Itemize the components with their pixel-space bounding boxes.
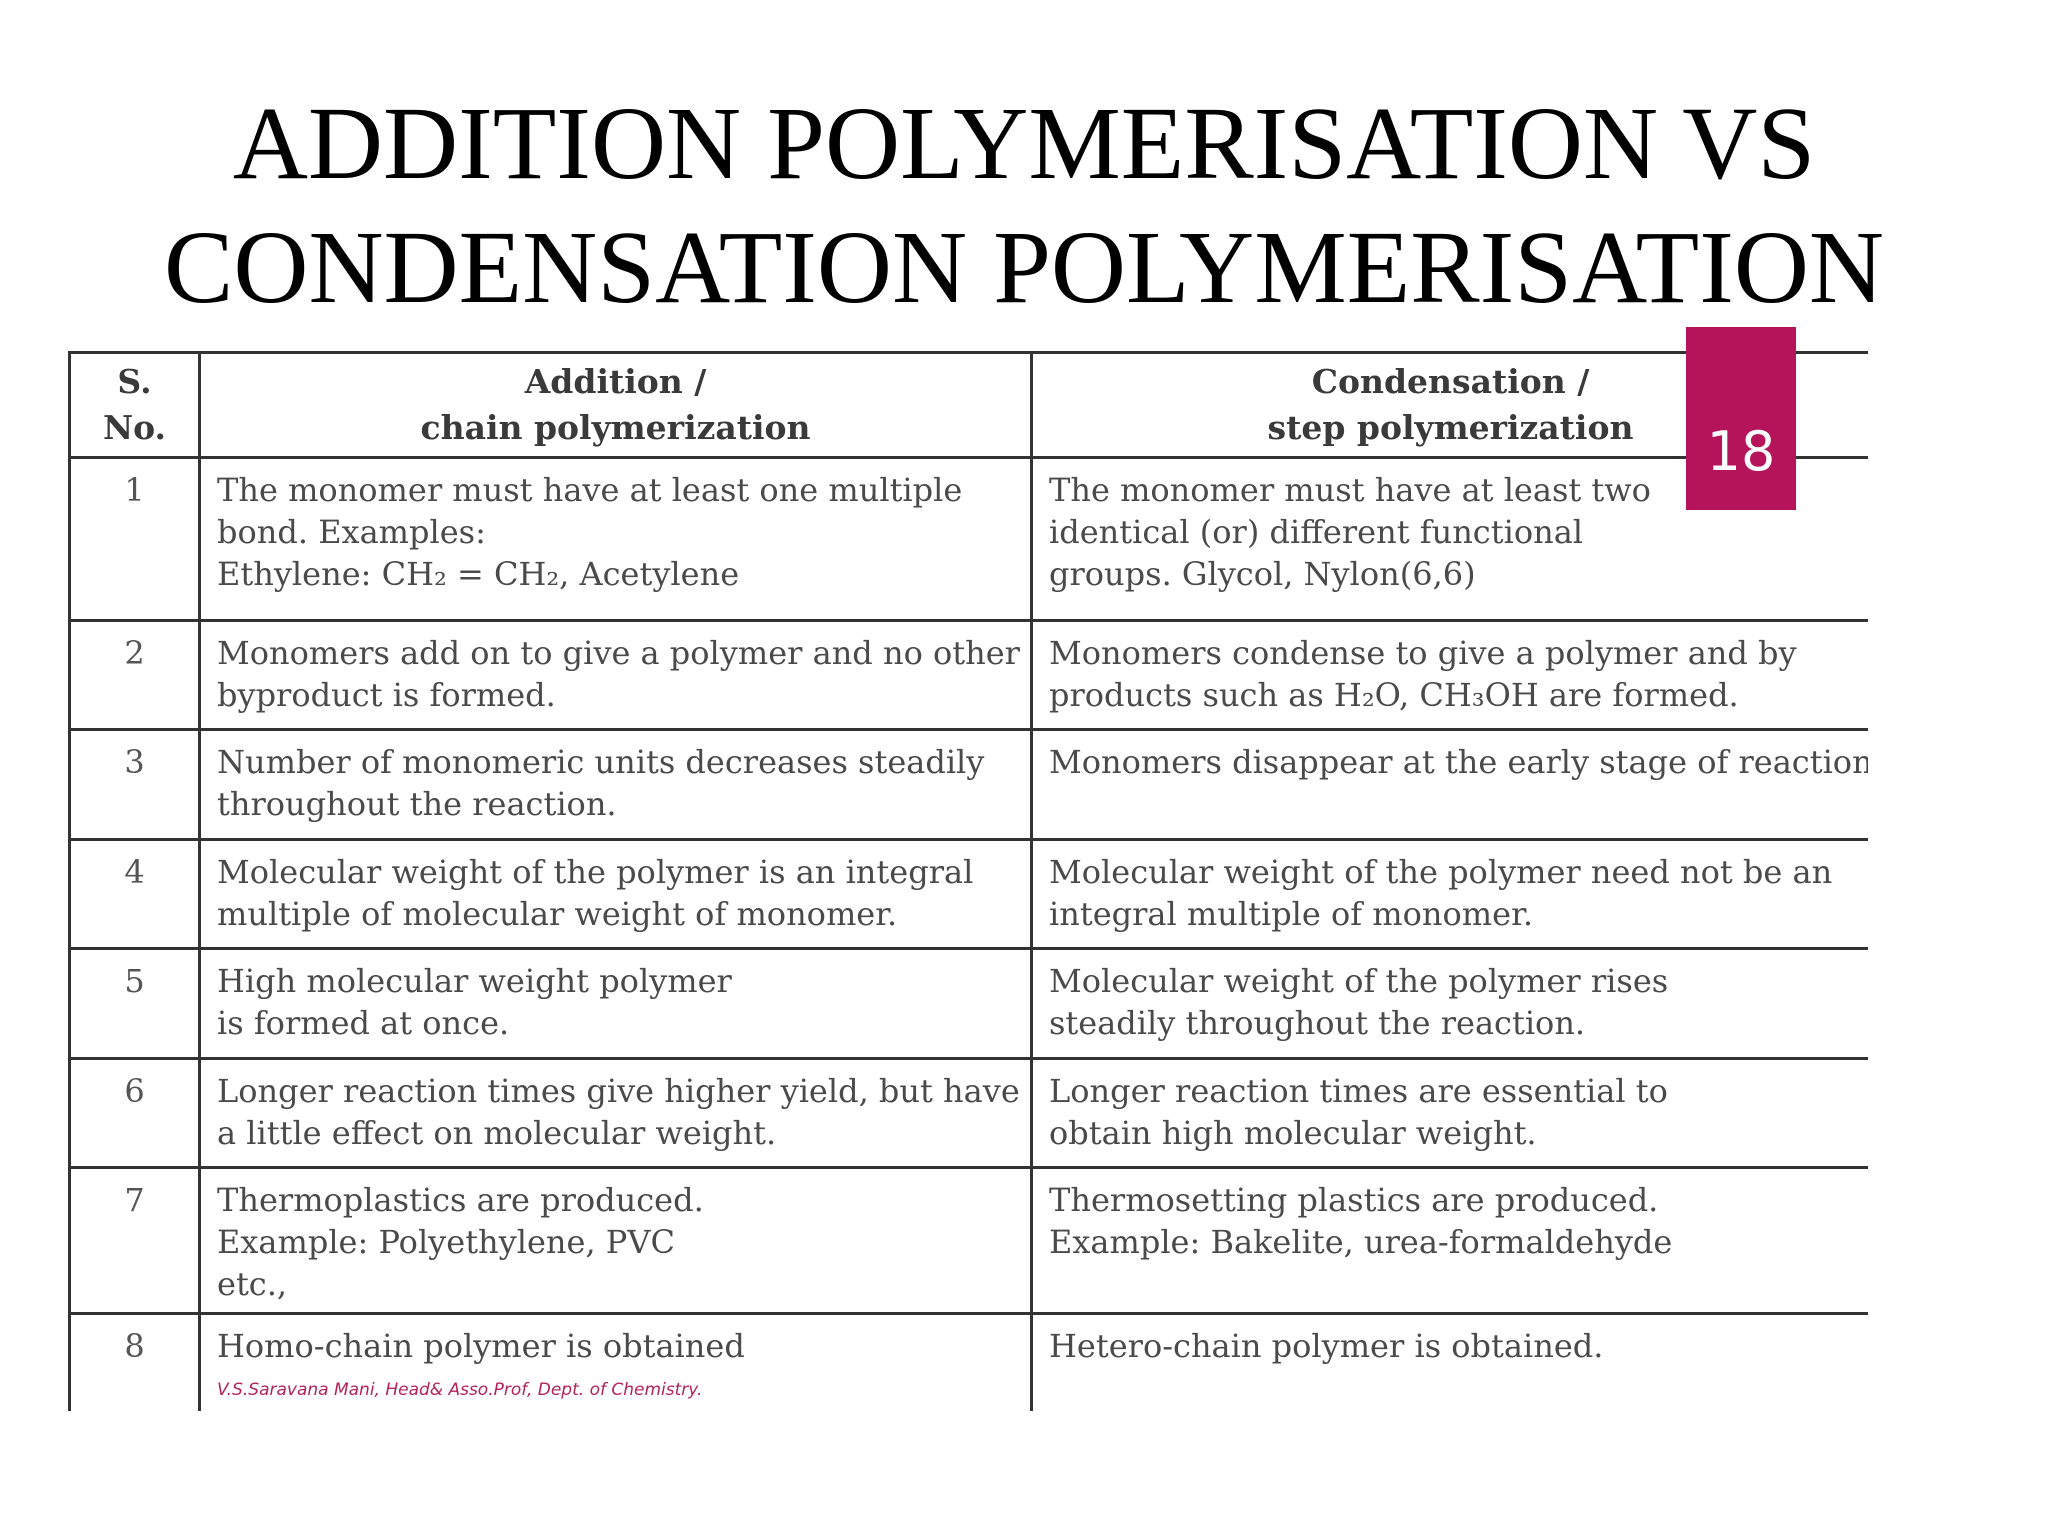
page-number: 18 [1706,420,1776,483]
addition-cell: Thermoplastics are produced. Example: Po… [198,1166,1033,1315]
table-row: 8 Homo-chain polymer is obtained V.S.Sar… [68,1312,1868,1411]
table-row: 2 Monomers add on to give a polymer and … [68,619,1868,731]
row-number: 4 [68,838,201,950]
table-row: 3 Number of monomeric units decreases st… [68,728,1868,841]
table-row: 1 The monomer must have at least one mul… [68,456,1868,622]
row-number: 1 [68,456,201,622]
page-number-badge: 18 [1686,327,1796,510]
condensation-cell: Molecular weight of the polymer rises st… [1030,947,1868,1060]
table-header-row: S. No. Addition / chain polymerization C… [68,351,1868,459]
slide-title: ADDITION POLYMERISATION VS CONDENSATION … [0,82,2048,330]
condensation-cell: Molecular weight of the polymer need not… [1030,838,1868,950]
slide-title-line-1: ADDITION POLYMERISATION VS [232,86,1816,201]
row-number: 5 [68,947,201,1060]
table-row: 4 Molecular weight of the polymer is an … [68,838,1868,950]
addition-cell: High molecular weight polymer is formed … [198,947,1033,1060]
row-number: 7 [68,1166,201,1315]
addition-cell: Molecular weight of the polymer is an in… [198,838,1033,950]
row-number: 3 [68,728,201,841]
addition-cell: Homo-chain polymer is obtained V.S.Sarav… [198,1312,1033,1411]
row-number: 8 [68,1312,201,1411]
comparison-table: S. No. Addition / chain polymerization C… [68,351,1868,1411]
condensation-cell: Thermosetting plastics are produced. Exa… [1030,1166,1868,1315]
row-number: 2 [68,619,201,731]
condensation-cell: Monomers disappear at the early stage of… [1030,728,1868,841]
header-sno: S. No. [68,351,201,459]
addition-cell: The monomer must have at least one multi… [198,456,1033,622]
comparison-table-image: S. No. Addition / chain polymerization C… [68,351,1868,1411]
table-crop-edge [68,1411,1868,1536]
table-row: 5 High molecular weight polymer is forme… [68,947,1868,1060]
header-addition: Addition / chain polymerization [198,351,1033,459]
slide-title-line-2: CONDENSATION POLYMERISATION [163,210,1885,325]
addition-cell: Monomers add on to give a polymer and no… [198,619,1033,731]
condensation-cell: Hetero-chain polymer is obtained. [1030,1312,1868,1411]
author-credit: V.S.Saravana Mani, Head& Asso.Prof, Dept… [217,1380,703,1400]
condensation-cell: Monomers condense to give a polymer and … [1030,619,1868,731]
table-row: 6 Longer reaction times give higher yiel… [68,1057,1868,1169]
addition-cell: Longer reaction times give higher yield,… [198,1057,1033,1169]
addition-cell: Number of monomeric units decreases stea… [198,728,1033,841]
condensation-cell: Longer reaction times are essential to o… [1030,1057,1868,1169]
table-row: 7 Thermoplastics are produced. Example: … [68,1166,1868,1315]
row-number: 6 [68,1057,201,1169]
